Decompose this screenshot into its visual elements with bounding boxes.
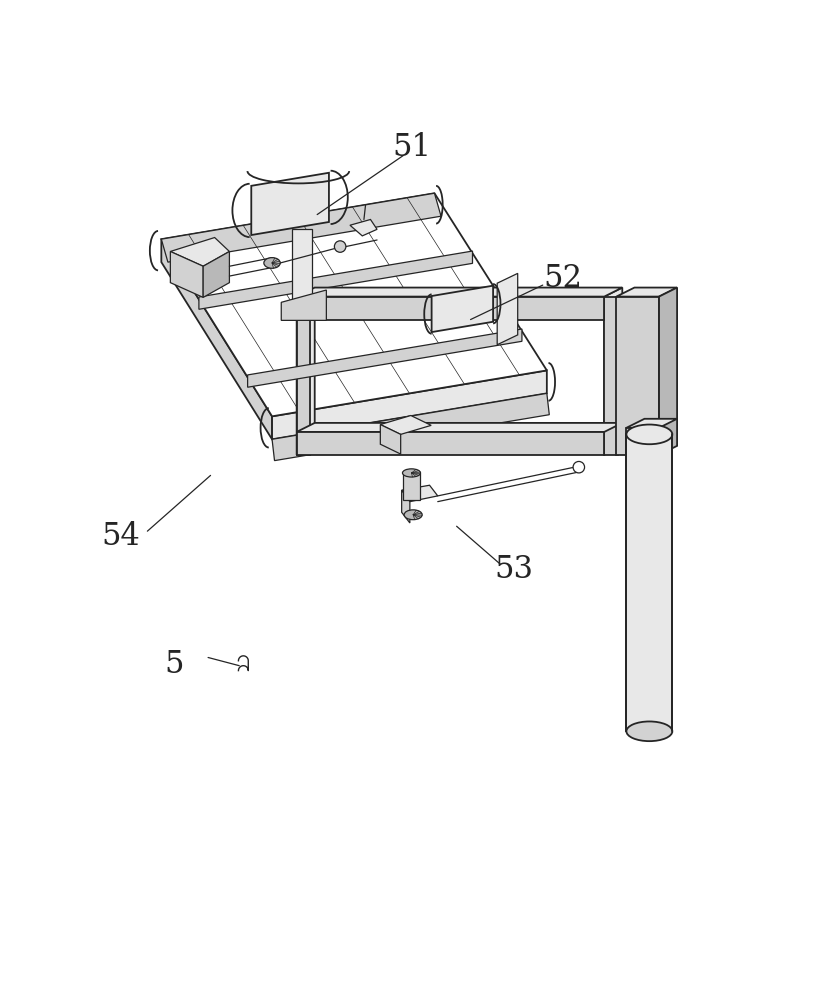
Polygon shape (659, 288, 677, 455)
Polygon shape (626, 419, 677, 428)
Polygon shape (296, 297, 310, 455)
Polygon shape (199, 251, 472, 309)
Polygon shape (626, 434, 672, 731)
Polygon shape (170, 251, 203, 297)
Polygon shape (616, 297, 659, 455)
Polygon shape (604, 297, 618, 455)
Circle shape (573, 461, 584, 473)
Polygon shape (161, 239, 272, 439)
Polygon shape (402, 490, 410, 523)
Ellipse shape (402, 469, 421, 477)
Polygon shape (350, 219, 377, 236)
Polygon shape (626, 428, 659, 455)
Polygon shape (431, 286, 493, 332)
Polygon shape (272, 393, 549, 461)
Polygon shape (616, 288, 677, 297)
Polygon shape (161, 193, 546, 416)
Circle shape (334, 241, 346, 252)
Polygon shape (380, 425, 401, 454)
Ellipse shape (404, 510, 422, 520)
Polygon shape (497, 273, 518, 345)
Polygon shape (161, 193, 441, 262)
Polygon shape (281, 290, 327, 320)
Ellipse shape (626, 721, 672, 741)
Polygon shape (296, 297, 604, 320)
Polygon shape (272, 370, 546, 439)
Polygon shape (296, 288, 314, 455)
Text: 53: 53 (495, 554, 533, 585)
Polygon shape (296, 423, 622, 432)
Polygon shape (248, 329, 522, 387)
Polygon shape (296, 288, 622, 297)
Polygon shape (170, 238, 230, 266)
Text: 5: 5 (164, 649, 184, 680)
Polygon shape (380, 416, 431, 434)
Polygon shape (292, 229, 312, 302)
Polygon shape (402, 485, 438, 502)
Polygon shape (403, 473, 420, 500)
Ellipse shape (264, 258, 281, 268)
Polygon shape (251, 173, 329, 235)
Text: 51: 51 (392, 132, 431, 163)
Ellipse shape (626, 425, 672, 444)
Polygon shape (203, 251, 230, 297)
Polygon shape (296, 432, 604, 455)
Text: 54: 54 (101, 521, 140, 552)
Polygon shape (604, 288, 622, 455)
Text: 52: 52 (544, 263, 583, 294)
